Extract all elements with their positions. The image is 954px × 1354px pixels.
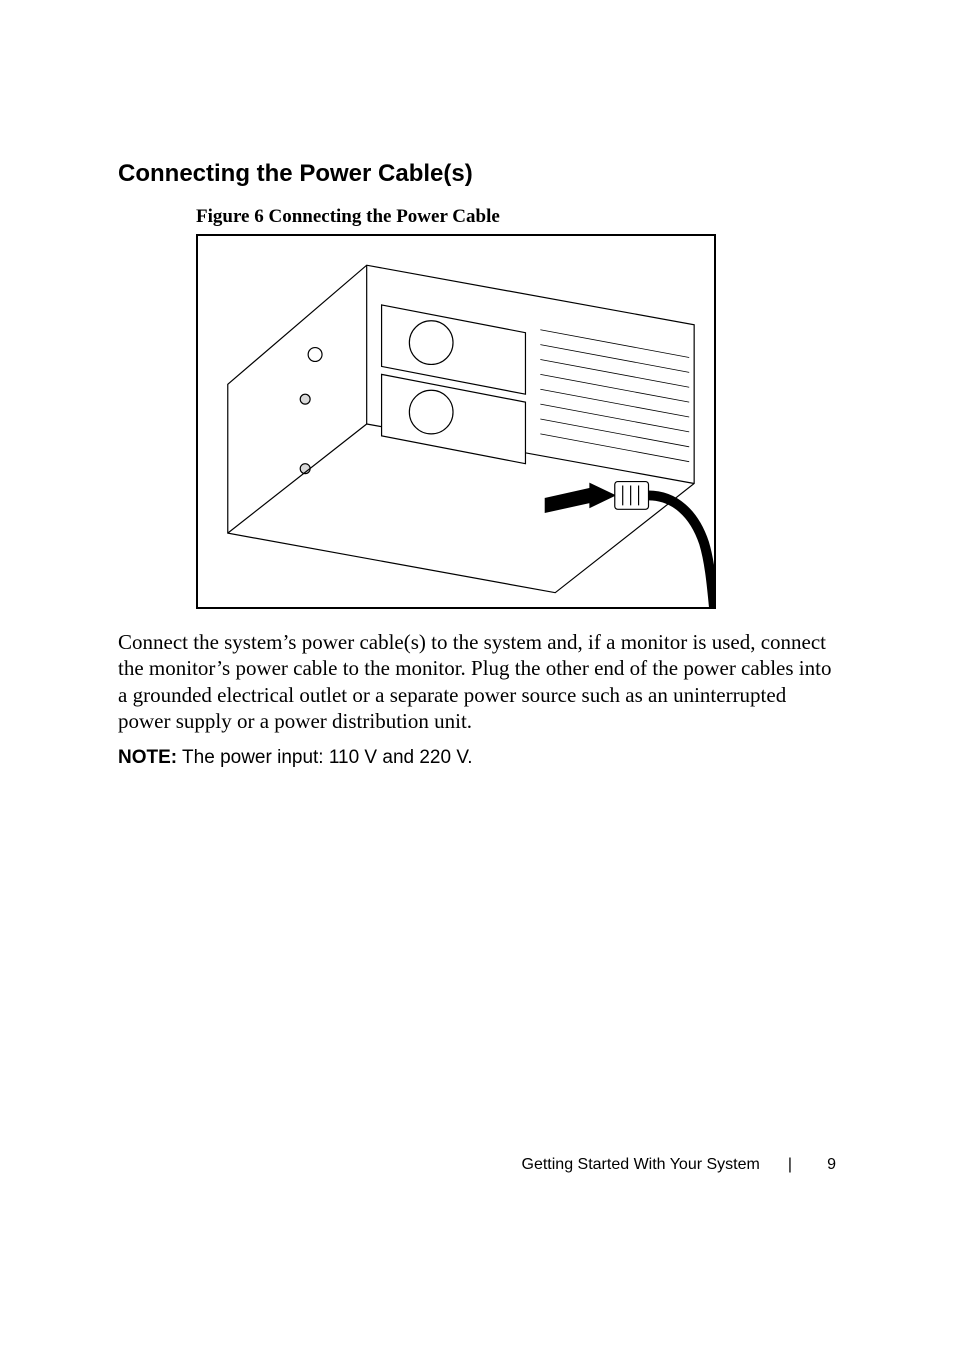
page-footer: Getting Started With Your System | 9 <box>522 1156 837 1174</box>
note-text: The power input: 110 V and 220 V. <box>177 747 472 768</box>
footer-separator: | <box>788 1156 792 1174</box>
note-line: NOTE: The power input: 110 V and 220 V. <box>118 746 836 771</box>
figure-caption: Figure 6 Connecting the Power Cable <box>196 206 836 228</box>
footer-section-title: Getting Started With Your System <box>522 1156 760 1174</box>
note-label: NOTE: <box>118 747 177 768</box>
figure-illustration <box>196 234 716 609</box>
footer-page-number: 9 <box>820 1156 836 1174</box>
document-page: Connecting the Power Cable(s) Figure 6 C… <box>0 0 954 1354</box>
body-paragraph: Connect the system’s power cable(s) to t… <box>118 629 836 734</box>
section-heading: Connecting the Power Cable(s) <box>118 160 836 188</box>
power-cable-illustration-icon <box>198 234 714 609</box>
